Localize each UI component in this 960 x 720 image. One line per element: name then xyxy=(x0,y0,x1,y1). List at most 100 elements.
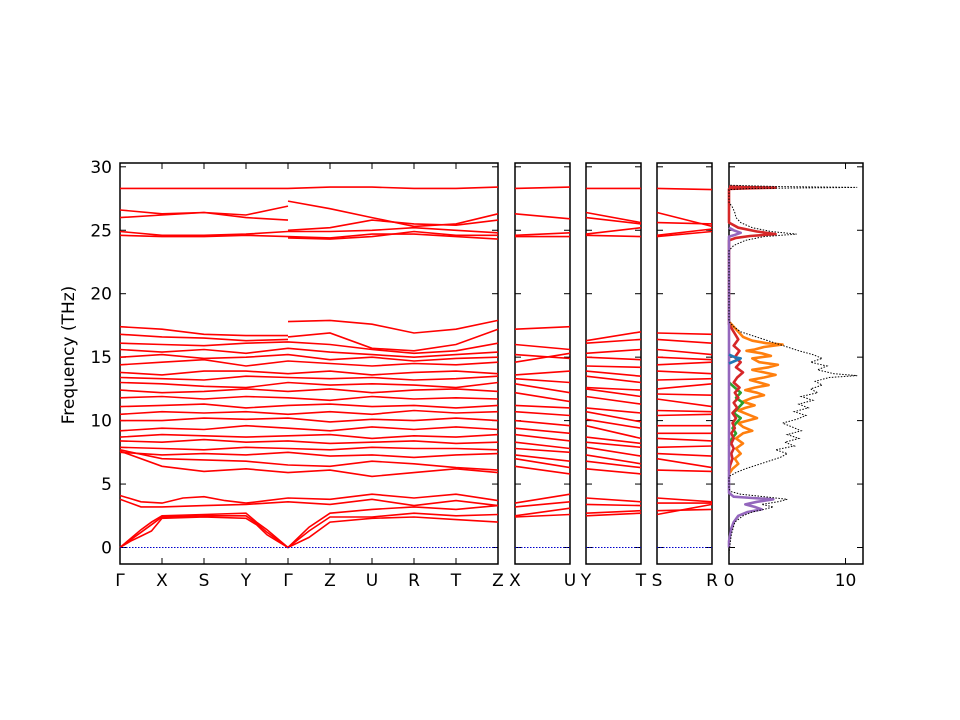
band-line-sr-0 xyxy=(656,187,713,191)
band-line-yt-18 xyxy=(585,424,642,440)
panel-frame-main xyxy=(119,162,499,565)
band-line-sr-13 xyxy=(656,393,713,396)
band-line-xu-7 xyxy=(514,352,571,363)
band-line-main-18 xyxy=(119,375,499,381)
band-line-yt-15 xyxy=(585,407,642,414)
k-point-label: U xyxy=(366,571,378,591)
band-line-yt-4 xyxy=(585,234,642,238)
k-point-label: R xyxy=(706,571,718,591)
k-point-label: X xyxy=(509,571,521,591)
band-line-xu-18 xyxy=(514,447,571,454)
band-line-sr-2 xyxy=(656,221,713,225)
band-line-sr-3 xyxy=(656,228,713,237)
k-point-label: S xyxy=(199,571,210,591)
band-line-yt-24 xyxy=(585,468,642,475)
k-point-label: S xyxy=(652,571,663,591)
band-line-yt-26 xyxy=(585,503,642,507)
band-line-sr-24 xyxy=(656,497,713,503)
band-line-yt-7 xyxy=(585,348,642,355)
band-line-sr-10 xyxy=(656,370,713,375)
band-line-sr-27 xyxy=(656,503,713,516)
band-line-yt-23 xyxy=(585,460,642,469)
band-line-main-15 xyxy=(119,353,499,362)
band-line-sr-23 xyxy=(656,469,713,473)
y-tick-label: 5 xyxy=(101,475,112,495)
band-line-sr-22 xyxy=(656,457,713,469)
k-point-label: R xyxy=(408,571,420,591)
band-line-xu-13 xyxy=(514,410,571,417)
k-point-label: Γ xyxy=(283,571,293,591)
band-line-xu-11 xyxy=(514,391,571,403)
y-tick-label: 15 xyxy=(90,348,112,368)
band-line-main-34 xyxy=(119,504,499,549)
band-line-main-26 xyxy=(119,433,499,440)
k-point-label: T xyxy=(450,571,462,591)
band-line-sr-14 xyxy=(656,398,713,408)
band-line-xu-16 xyxy=(514,433,571,442)
band-line-yt-1 xyxy=(585,211,642,224)
band-line-sr-21 xyxy=(656,452,713,457)
band-line-sr-4 xyxy=(656,230,713,238)
band-line-yt-19 xyxy=(585,436,642,445)
band-line-main-9 xyxy=(119,325,288,337)
band-line-main-31 xyxy=(119,450,499,478)
band-line-sr-19 xyxy=(656,437,713,442)
panel-frame-yt xyxy=(585,162,642,565)
band-line-xu-9 xyxy=(514,377,571,384)
band-line-yt-25 xyxy=(585,497,642,503)
band-line-main-35 xyxy=(119,512,499,549)
band-line-main-19 xyxy=(119,381,499,389)
partial-dos-line-3 xyxy=(727,226,775,548)
band-line-yt-13 xyxy=(585,388,642,398)
band-line-main-30 xyxy=(119,449,499,471)
band-line-main-20 xyxy=(119,388,499,394)
band-line-yt-10 xyxy=(585,370,642,377)
band-line-xu-2 xyxy=(514,232,571,237)
band-line-main-24 xyxy=(120,417,499,423)
partial-dos-line-2 xyxy=(727,185,777,472)
band-line-main-14 xyxy=(119,347,499,359)
band-line-yt-6 xyxy=(585,338,642,344)
band-line-sr-8 xyxy=(656,356,713,361)
band-line-main-8 xyxy=(287,230,498,240)
band-line-yt-12 xyxy=(585,386,642,391)
band-line-main-29 xyxy=(119,451,499,459)
band-line-xu-17 xyxy=(514,441,571,450)
band-line-main-28 xyxy=(119,446,499,451)
k-point-label: T xyxy=(635,571,647,591)
band-line-sr-9 xyxy=(656,361,713,366)
panel-frame-xu xyxy=(514,162,571,565)
band-line-sr-5 xyxy=(656,332,713,336)
total-dos-line xyxy=(728,184,858,554)
band-line-main-5 xyxy=(287,219,499,232)
dos-x-tick-label: 10 xyxy=(835,571,857,591)
band-line-yt-28 xyxy=(585,512,642,517)
y-tick-label: 10 xyxy=(90,412,112,432)
band-line-yt-5 xyxy=(585,331,642,342)
band-line-sr-20 xyxy=(656,445,713,449)
band-line-main-11 xyxy=(119,333,289,342)
band-line-xu-22 xyxy=(514,493,571,504)
band-line-main-6 xyxy=(119,226,499,237)
band-line-main-22 xyxy=(119,403,499,409)
y-tick-label: 30 xyxy=(90,158,112,178)
band-line-main-21 xyxy=(119,395,499,402)
band-line-yt-17 xyxy=(585,418,642,429)
band-line-xu-12 xyxy=(514,404,571,409)
band-line-xu-19 xyxy=(514,454,571,462)
band-line-main-25 xyxy=(119,424,499,432)
band-line-yt-22 xyxy=(585,454,642,465)
band-line-main-32 xyxy=(119,493,499,504)
band-line-main-17 xyxy=(119,370,499,376)
band-line-xu-1 xyxy=(514,213,571,220)
k-point-label: Y xyxy=(580,571,592,591)
band-line-main-33 xyxy=(119,498,499,508)
band-line-xu-0 xyxy=(514,186,571,190)
band-line-yt-27 xyxy=(585,509,642,514)
band-line-main-2 xyxy=(119,205,289,216)
band-line-main-16 xyxy=(119,358,499,367)
panel-frame-sr xyxy=(656,162,713,565)
band-line-main-1 xyxy=(287,186,499,190)
band-line-main-7 xyxy=(119,233,499,240)
